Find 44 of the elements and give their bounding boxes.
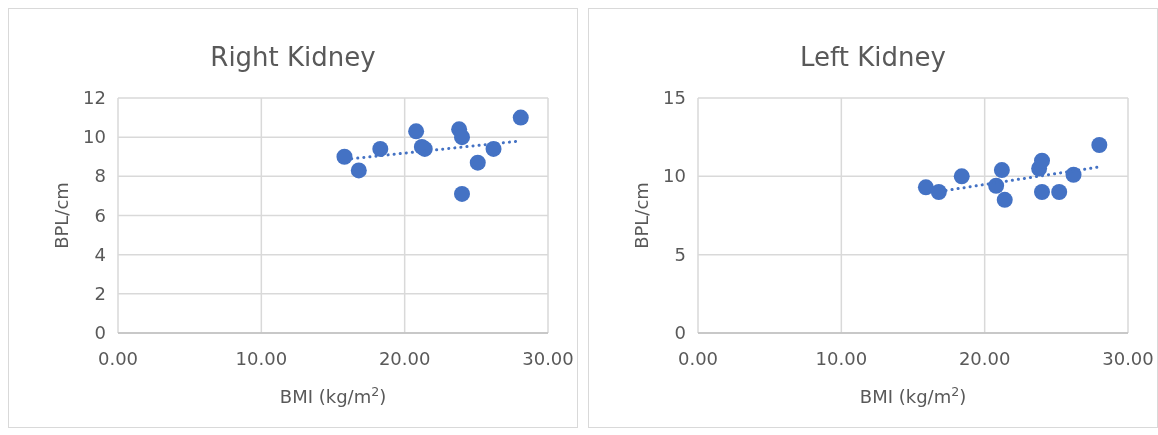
point <box>1034 184 1050 200</box>
x-tick-label: 10.00 <box>235 348 288 369</box>
point <box>1034 152 1050 169</box>
point <box>512 109 529 126</box>
x-tick-label: 30.00 <box>522 348 574 369</box>
y-tick-label: 10 <box>663 165 686 187</box>
x-tick-label: 10.00 <box>815 348 868 369</box>
y-axis-title: BPL/cm <box>631 182 652 249</box>
point <box>485 140 502 157</box>
point <box>469 154 486 171</box>
chart-title: Right Kidney <box>210 42 376 72</box>
point <box>993 162 1010 179</box>
chart-title: Left Kidney <box>800 42 946 72</box>
x-tick-label: 0.00 <box>677 348 719 369</box>
x-tick-label: 30.00 <box>1102 348 1154 369</box>
point <box>454 129 470 146</box>
x-tick-label: 20.00 <box>958 348 1011 369</box>
point <box>1091 137 1108 153</box>
point <box>953 168 970 185</box>
point <box>917 179 934 196</box>
y-tick-label: 0 <box>94 322 106 343</box>
y-tick-label: 2 <box>94 282 106 304</box>
y-tick-label: 15 <box>663 87 686 108</box>
point <box>372 140 389 157</box>
x-tick-label: 0.00 <box>97 348 139 369</box>
point <box>408 123 425 140</box>
y-tick-label: 8 <box>94 165 106 187</box>
y-tick-label: 4 <box>94 243 106 265</box>
y-tick-label: 0 <box>674 322 686 343</box>
y-tick-label: 12 <box>83 87 106 108</box>
y-tick-label: 10 <box>83 126 106 148</box>
point <box>988 177 1005 194</box>
point <box>454 185 470 202</box>
x-tick-label: 20.00 <box>378 348 431 369</box>
y-tick-label: 6 <box>94 204 106 226</box>
x-axis-title: BMI (kg/m$^{2}$) <box>859 383 967 407</box>
x-axis-title: BMI (kg/m$^{2}$) <box>279 383 387 407</box>
point <box>336 148 353 165</box>
point <box>350 162 367 179</box>
point <box>1051 184 1068 200</box>
y-tick-label: 5 <box>674 243 686 265</box>
point <box>930 184 947 200</box>
y-axis-title: BPL/cm <box>51 182 72 249</box>
point <box>996 191 1013 208</box>
